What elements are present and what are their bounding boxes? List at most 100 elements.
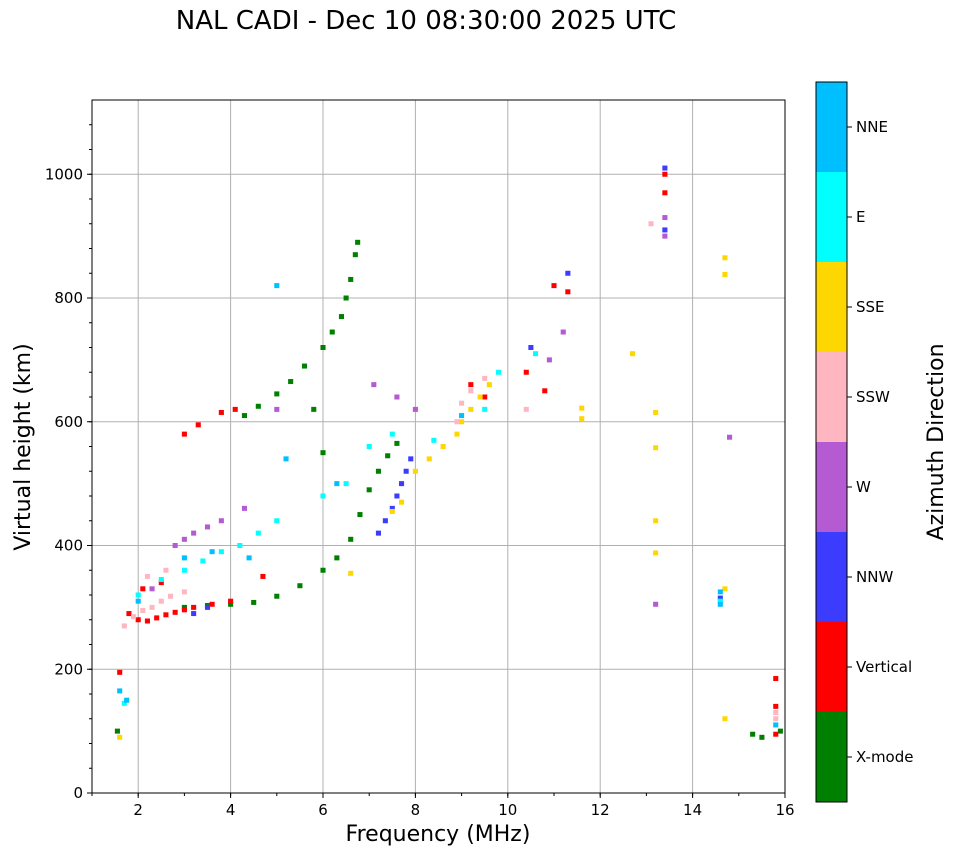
point-w-0 [172, 543, 178, 548]
point-ssw-4 [158, 598, 164, 604]
point-x-mode-11 [366, 487, 372, 493]
point-vertical-17 [260, 573, 266, 579]
point-ssw-9 [459, 400, 465, 406]
colorbar-swatch-5 [816, 262, 847, 352]
point-ssw-5 [167, 593, 174, 599]
point-e-14 [532, 351, 539, 357]
point-ssw-14 [773, 716, 779, 722]
point-vertical-10 [228, 598, 234, 604]
y-axis-label: Virtual height (km) [11, 343, 36, 550]
point-sse-3 [454, 431, 460, 437]
y-tick-label-4: 800 [54, 289, 83, 307]
y-tick-label-2: 400 [54, 537, 83, 555]
point-nnw-12 [565, 270, 571, 276]
point-vertical-5 [163, 612, 169, 618]
point-sse-10 [629, 351, 636, 357]
colorbar-label-0: X-mode [856, 748, 913, 766]
colorbar-swatch-1 [816, 622, 847, 712]
point-w-5 [241, 505, 248, 511]
point-x-mode-6 [297, 583, 303, 589]
colorbar-label: Azimuth Direction [924, 343, 949, 540]
colorbar-swatch-3 [816, 442, 847, 532]
point-x-mode-10 [357, 512, 363, 518]
point-vertical-19 [551, 283, 557, 289]
point-x-mode-14 [394, 440, 400, 446]
point-sse-22 [117, 734, 123, 740]
point-sse-9 [389, 508, 395, 514]
point-w-15 [546, 357, 552, 363]
point-nnw-5 [403, 468, 409, 474]
point-vertical-7 [181, 607, 187, 613]
point-w-6 [274, 406, 280, 412]
point-x-mode-26 [355, 239, 361, 245]
point-nne-6 [283, 456, 289, 462]
y-tick-label-0: 0 [73, 784, 83, 802]
point-e-17 [431, 437, 437, 443]
point-x-mode-25 [352, 252, 358, 258]
point-ssw-11 [482, 375, 488, 381]
point-nne-8 [274, 283, 280, 289]
x-axis-ticks: 2 4 6 8 10 12 14 16 [91, 793, 795, 819]
point-w-1 [181, 536, 187, 542]
colorbar-swatch-4 [816, 352, 847, 442]
point-x-mode-16 [255, 403, 261, 409]
point-vertical-20 [565, 289, 571, 295]
point-vertical-21 [662, 171, 668, 177]
point-nnw-8 [204, 604, 211, 610]
point-sse-16 [722, 271, 728, 277]
point-w-11 [662, 215, 668, 221]
point-vertical-12 [158, 580, 164, 586]
point-nnw-7 [191, 611, 197, 617]
point-x-mode-18 [288, 379, 294, 385]
point-ssw-7 [144, 573, 150, 579]
point-x-mode-3 [228, 601, 234, 607]
data-points [114, 165, 783, 740]
point-sse-4 [459, 419, 465, 425]
point-w-8 [394, 394, 400, 400]
point-vertical-11 [140, 586, 146, 592]
point-sse-17 [722, 586, 728, 592]
point-ssw-6 [181, 589, 187, 595]
point-e-15 [717, 598, 723, 604]
point-vertical-9 [209, 601, 215, 607]
point-x-mode-17 [274, 391, 280, 397]
point-x-mode-22 [338, 314, 345, 320]
point-vertical-27 [482, 394, 488, 400]
point-x-mode-30 [759, 734, 765, 740]
point-e-6 [255, 530, 261, 536]
point-x-mode-23 [343, 295, 349, 301]
point-w-7 [371, 382, 377, 388]
point-x-mode-4 [251, 599, 257, 605]
point-nne-11 [717, 601, 723, 607]
point-x-mode-5 [274, 593, 280, 599]
colorbar-label-7: NNE [856, 118, 888, 136]
point-sse-20 [579, 416, 585, 422]
x-axis-label: Frequency (MHz) [346, 822, 531, 847]
point-x-mode-0 [114, 728, 120, 734]
colorbar-label-1: Vertical [856, 658, 912, 676]
x-tick-label-2: 6 [318, 801, 328, 819]
point-ssw-16 [454, 419, 460, 425]
point-e-2 [181, 567, 187, 573]
colorbar-label-4: SSW [856, 388, 890, 406]
point-x-mode-19 [301, 363, 308, 369]
point-vertical-28 [523, 369, 529, 375]
point-sse-21 [348, 570, 354, 576]
point-sse-12 [653, 445, 659, 451]
point-ssw-0 [121, 623, 127, 629]
point-vertical-3 [144, 618, 150, 624]
point-sse-5 [468, 406, 474, 412]
x-tick-label-4: 10 [498, 801, 517, 819]
point-x-mode-31 [777, 728, 783, 734]
point-e-0 [135, 592, 141, 598]
point-sse-11 [653, 409, 659, 415]
point-nnw-9 [662, 227, 668, 233]
point-vertical-22 [662, 190, 668, 196]
point-ssw-2 [140, 607, 146, 613]
y-tick-label-5: 1000 [45, 165, 83, 183]
x-tick-label-5: 12 [591, 801, 610, 819]
x-tick-label-3: 8 [411, 801, 421, 819]
point-sse-2 [440, 444, 446, 449]
point-x-mode-9 [348, 536, 354, 542]
